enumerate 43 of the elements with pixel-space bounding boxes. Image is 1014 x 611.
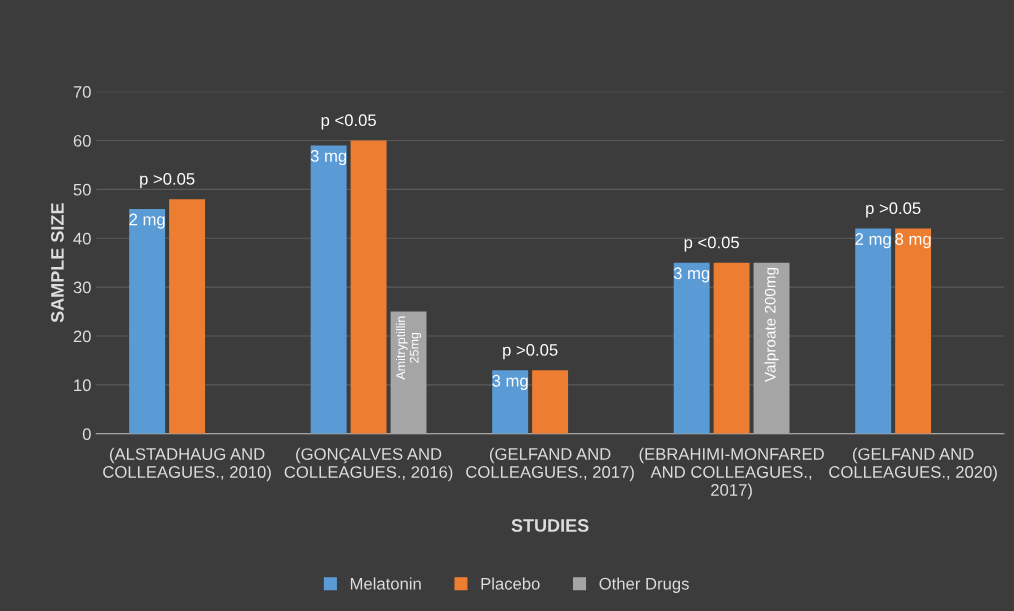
x-tick-label: (GELFAND AND COLLEAGUES., 2020)	[829, 447, 997, 482]
bar	[713, 262, 750, 434]
annotation: p >0.05	[140, 172, 195, 189]
y-tick-label: 30	[73, 281, 91, 294]
y-tick-label: 40	[73, 232, 91, 245]
bar	[895, 228, 932, 434]
legend-label: Melatonin	[350, 577, 421, 590]
bar	[753, 262, 790, 434]
y-tick-label: 10	[74, 379, 91, 392]
bar	[310, 145, 347, 434]
x-tick-label: (GONÇALVES AND COLLEAGUES., 2016)	[284, 447, 453, 482]
annotation: p >0.05	[503, 344, 558, 360]
annotation: Valproate 200mg	[764, 267, 779, 383]
annotation: 2 mg	[855, 233, 891, 249]
bar	[532, 370, 569, 434]
y-tick-label: 0	[82, 428, 91, 441]
annotation: 2 mg	[129, 213, 165, 229]
annotation: 3 mg	[673, 267, 710, 283]
annotation: Amitryptillin 25mg	[395, 316, 422, 380]
bar	[673, 262, 710, 434]
y-tick-label: 20	[73, 330, 91, 343]
y-tick-label: 50	[73, 183, 91, 196]
x-tick-label: (EBRAHIMI-MONFARED AND COLLEAGUES., 2017)	[639, 447, 824, 500]
y-tick-label: 70	[73, 86, 91, 98]
bar	[169, 199, 206, 434]
bar	[129, 208, 166, 434]
y-axis-title: SAMPLE SIZE	[51, 203, 64, 323]
x-axis-title: STUDIES	[511, 519, 589, 532]
y-tick-label: 60	[73, 134, 91, 147]
legend-label: Other Drugs	[599, 577, 689, 593]
annotation: 8 mg	[895, 233, 931, 249]
bar	[855, 228, 892, 434]
bar	[350, 140, 387, 434]
legend-label: Placebo	[481, 577, 540, 590]
annotation: 3 mg	[310, 150, 347, 166]
x-tick-label: (ALSTADHAUG AND COLLEAGUES., 2010)	[103, 447, 271, 482]
annotation: p <0.05	[321, 114, 376, 130]
annotation: p <0.05	[684, 236, 739, 252]
annotation: 3 mg	[492, 374, 528, 390]
bar	[390, 311, 427, 434]
x-tick-label: (GELFAND AND COLLEAGUES., 2017)	[466, 447, 634, 482]
annotation: p >0.05	[866, 202, 921, 218]
bar	[492, 370, 529, 434]
